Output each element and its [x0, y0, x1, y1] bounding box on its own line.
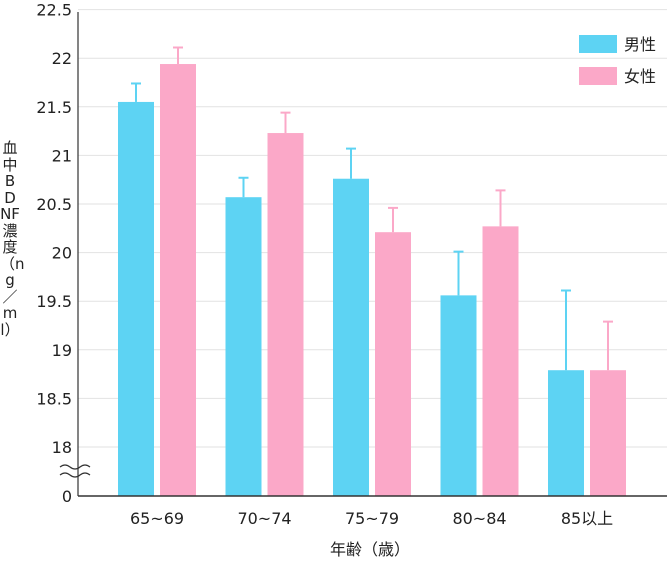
x-tick-label: 75~79 [345, 509, 399, 528]
bar-female [375, 232, 411, 497]
bar-male [118, 101, 154, 496]
y-tick-label: 21 [52, 146, 72, 165]
error-bars-group [131, 46, 613, 371]
y-tick-label: 22.5 [36, 1, 72, 20]
y-tick-label: 19.5 [36, 292, 72, 311]
bar-female [590, 370, 626, 496]
y-tick-label: 18 [52, 438, 72, 457]
legend-label: 男性 [624, 35, 656, 54]
x-tick-label: 65~69 [130, 509, 184, 528]
y-tick-label: 21.5 [36, 98, 72, 117]
legend-swatch [579, 35, 617, 53]
bar-male [440, 295, 477, 496]
bar-male [548, 370, 584, 496]
y-tick-label: 19 [52, 341, 72, 360]
bars-group [118, 64, 626, 497]
bar-female [482, 226, 519, 496]
y-tick-label: 20 [52, 244, 72, 263]
y-axis-label: 血中BDNF濃度（ng／ml） [0, 139, 25, 339]
x-tick-label: 85以上 [561, 509, 613, 528]
bar-female [267, 133, 304, 496]
bar-male [225, 197, 262, 497]
y-tick-label: 0 [62, 487, 72, 506]
bar-male [333, 178, 369, 496]
x-tick-label: 70~74 [237, 509, 291, 528]
bar-female [160, 64, 196, 497]
x-tick-label: 80~84 [452, 509, 506, 528]
axes [59, 12, 667, 497]
y-tick-label: 22 [52, 49, 72, 68]
axis-break-mark [59, 472, 91, 478]
x-tick-labels: 65~69 70~74 75~79 80~84 85以上 [130, 509, 613, 528]
legend-swatch [579, 67, 617, 85]
y-tick-label: 18.5 [36, 389, 72, 408]
x-axis-label: 年齢（歳） [329, 540, 410, 559]
y-tick-labels: 22.5 22 21.5 21 20.5 20 19.5 19 18.5 18 0 [36, 1, 72, 506]
y-tick-label: 20.5 [36, 195, 72, 214]
legend-label: 女性 [624, 67, 656, 86]
axis-break-mark [59, 464, 91, 470]
